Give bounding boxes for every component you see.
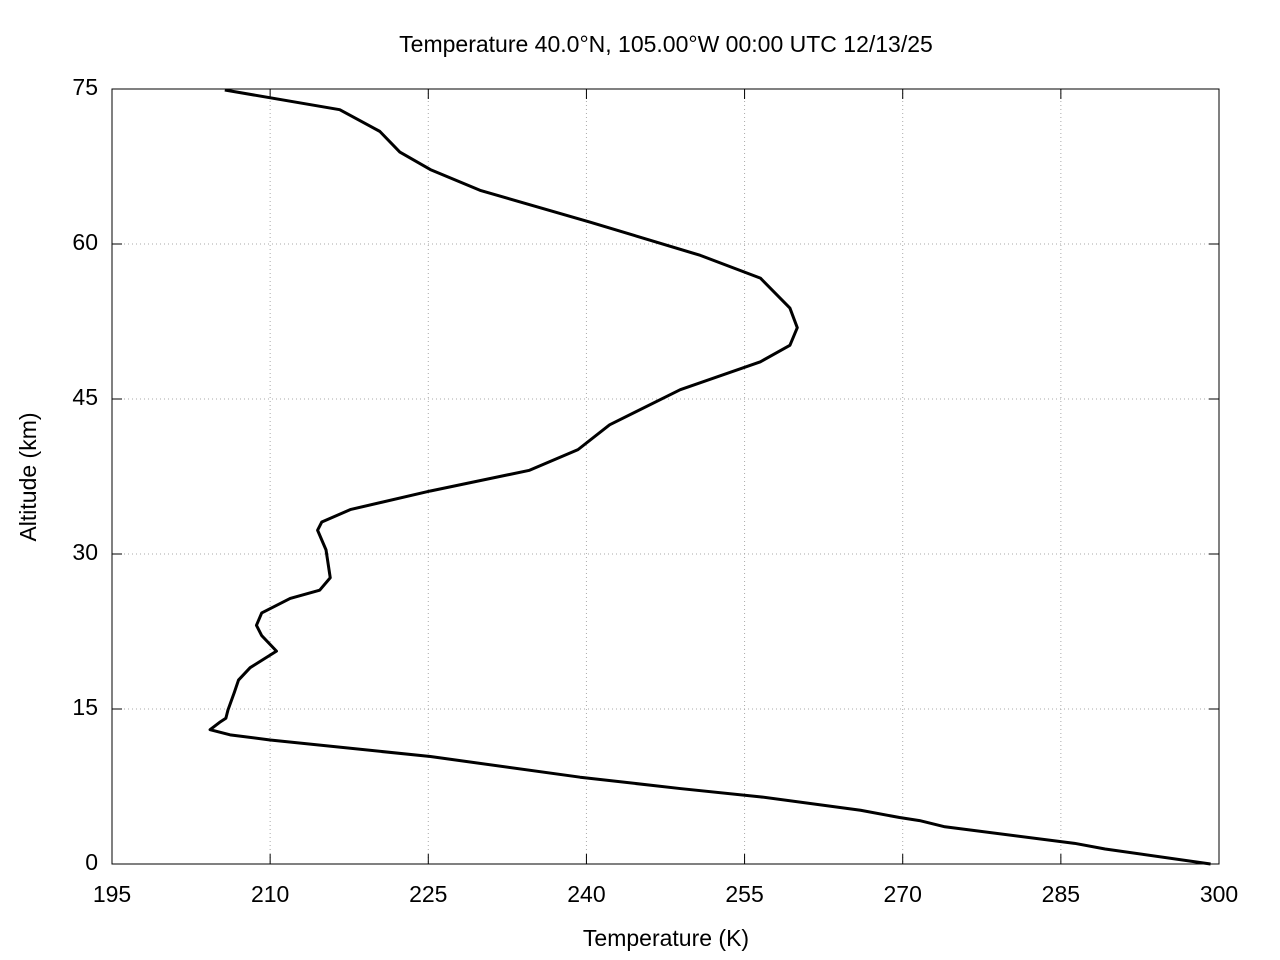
x-axis-label: Temperature (K) [583,925,749,951]
y-tick-label: 0 [85,849,98,875]
x-tick-label: 300 [1200,881,1238,907]
x-tick-label: 270 [884,881,922,907]
y-tick-label: 15 [72,694,98,720]
y-axis-label: Altitude (km) [15,412,41,541]
x-tick-label: 195 [93,881,131,907]
x-tick-label: 240 [567,881,605,907]
temperature-line [208,88,1211,866]
y-tick-label: 75 [72,74,98,100]
x-tick-label: 285 [1042,881,1080,907]
y-tick-label: 30 [72,539,98,565]
y-tick-label: 45 [72,384,98,410]
x-tick-label: 225 [409,881,447,907]
chart-title: Temperature 40.0°N, 105.00°W 00:00 UTC 1… [399,31,933,57]
x-tick-label: 210 [251,881,289,907]
y-tick-label: 60 [72,229,98,255]
x-tick-label: 255 [725,881,763,907]
plot-frame [111,88,1220,865]
